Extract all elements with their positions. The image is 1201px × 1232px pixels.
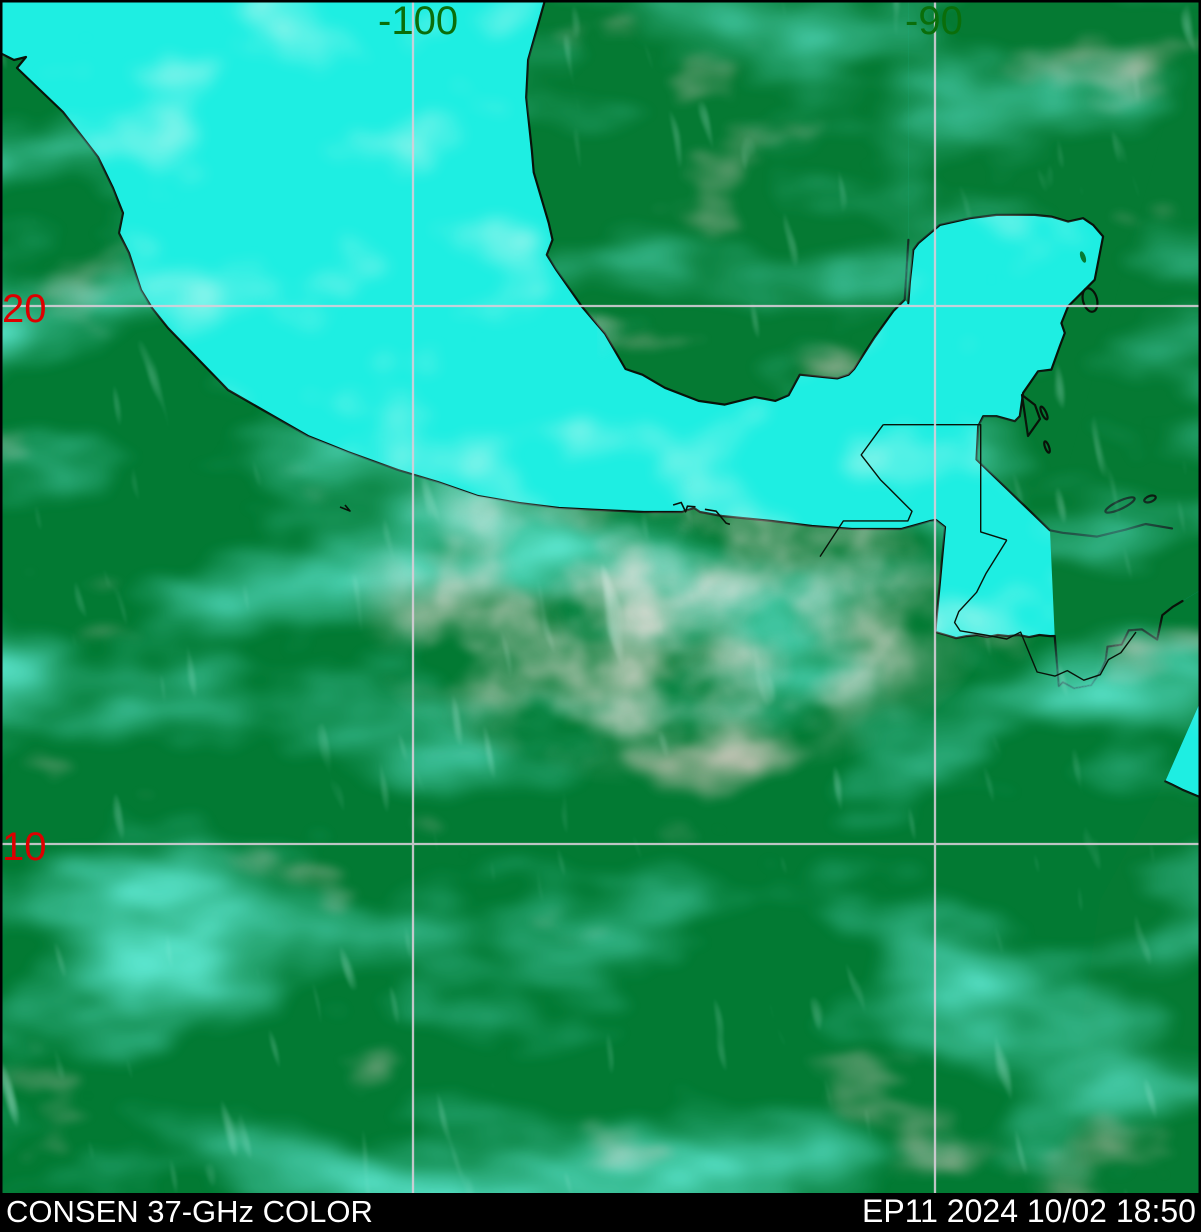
svg-text:CONSEN 37-GHz COLOR: CONSEN 37-GHz COLOR	[6, 1194, 373, 1229]
svg-text:-90: -90	[905, 0, 963, 43]
svg-text:20: 20	[2, 287, 47, 331]
svg-text:EP11 2024 10/02 18:50: EP11 2024 10/02 18:50	[862, 1193, 1196, 1229]
svg-text:10: 10	[2, 825, 47, 869]
svg-text:-100: -100	[378, 0, 458, 43]
